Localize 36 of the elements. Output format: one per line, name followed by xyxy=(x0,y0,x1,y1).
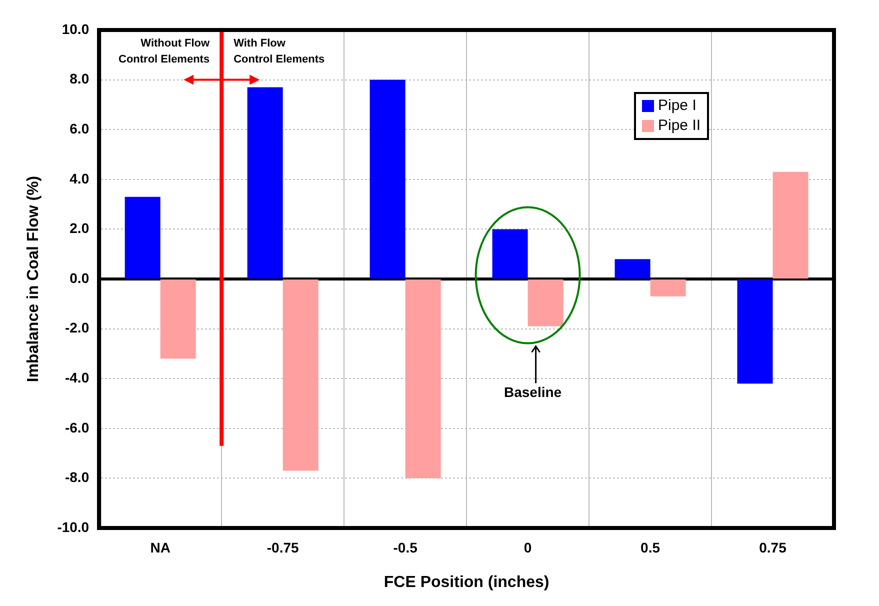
y-tick-label: 2.0 xyxy=(70,220,90,236)
x-axis-title: FCE Position (inches) xyxy=(384,574,550,591)
bar xyxy=(528,280,564,326)
y-tick-label: -10.0 xyxy=(57,518,90,535)
legend-label: Pipe I xyxy=(658,96,696,116)
bar xyxy=(370,80,406,278)
y-tick-label: -6.0 xyxy=(64,419,90,436)
x-tick-label: 0 xyxy=(524,539,532,556)
y-tick-label: 4.0 xyxy=(70,170,90,186)
y-axis-title: Imbalance in Coal Flow (%) xyxy=(25,176,42,382)
x-tick-label: 0.5 xyxy=(640,539,660,556)
bar xyxy=(614,259,650,278)
bar xyxy=(772,172,808,278)
x-tick-label: -0.75 xyxy=(266,539,299,556)
y-tick-label: -8.0 xyxy=(64,469,90,486)
x-tick-label: -0.5 xyxy=(393,539,418,556)
bar xyxy=(737,280,773,384)
bar xyxy=(247,87,283,278)
x-tick-label: 0.75 xyxy=(759,539,787,556)
y-tick-label: -4.0 xyxy=(64,369,90,386)
annotation: With Flow Control Elements xyxy=(234,38,325,66)
y-tick-label: 8.0 xyxy=(70,70,90,87)
bar xyxy=(492,229,528,278)
y-tick-label: 10.0 xyxy=(62,20,90,37)
bar xyxy=(650,280,686,296)
bar xyxy=(282,280,318,471)
y-tick-label: -2.0 xyxy=(64,320,90,336)
y-tick-label: 0.0 xyxy=(70,270,90,286)
bar xyxy=(405,280,441,478)
bar xyxy=(124,196,160,278)
y-tick-label: 6.0 xyxy=(70,120,90,136)
annotation: Without Flow Control Elements xyxy=(118,38,210,66)
annotation: Baseline xyxy=(504,384,562,400)
x-tick-label: NA xyxy=(150,539,170,556)
bar xyxy=(160,280,196,359)
legend-label: Pipe II xyxy=(658,116,701,136)
